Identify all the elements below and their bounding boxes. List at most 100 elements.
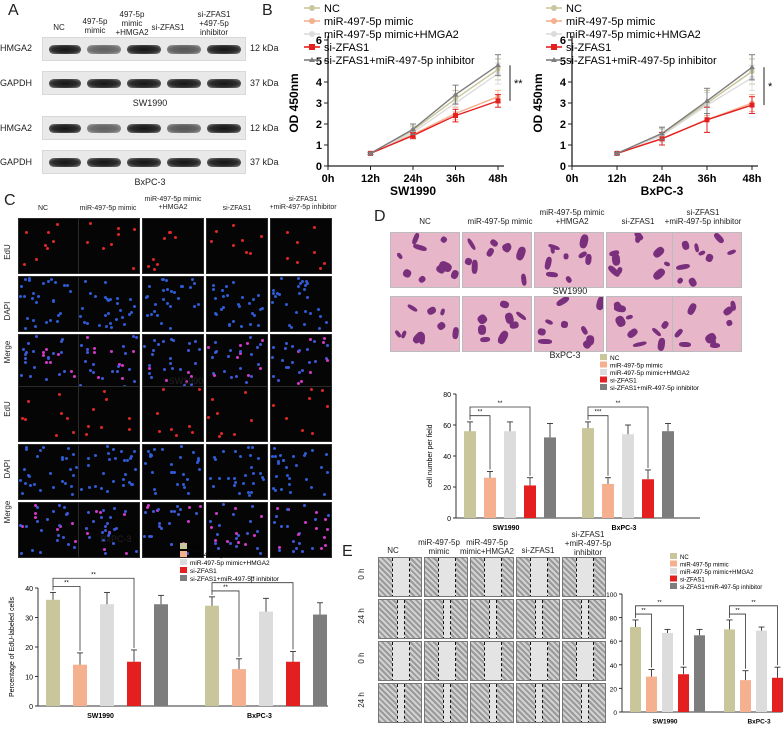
wh-col-label: si-ZFAS1	[521, 546, 555, 555]
migrated-cell	[537, 338, 552, 344]
microscopy-image	[270, 444, 332, 500]
cell-nucleus	[302, 287, 306, 291]
cell-nucleus	[60, 411, 64, 415]
migrated-cell	[673, 328, 684, 339]
cell-nucleus	[26, 316, 29, 320]
cell-nucleus	[323, 543, 327, 547]
microscopy-image	[206, 334, 268, 390]
cell-nucleus	[309, 371, 313, 375]
cell-nucleus	[214, 349, 218, 353]
cell-nucleus	[31, 318, 35, 322]
cell-nucleus	[180, 285, 184, 289]
cell-nucleus	[305, 280, 309, 284]
transwell-image	[390, 296, 460, 352]
legend-swatch	[670, 568, 677, 574]
cell-nucleus	[272, 521, 276, 525]
cell-nucleus	[187, 348, 190, 352]
cell-nucleus	[187, 370, 191, 374]
cell-nucleus	[112, 480, 116, 484]
cell-nucleus	[284, 342, 288, 346]
significance-label: **	[498, 401, 503, 407]
cell-nucleus	[198, 468, 202, 472]
cell-nucleus	[187, 520, 191, 524]
cell-nucleus	[109, 322, 113, 326]
edu-bar-chart: 0 10 20 30 40 Percentage of EdU-labeled cells…	[9, 543, 328, 720]
y-tick-label: 2	[316, 119, 322, 131]
cell-nucleus	[274, 488, 278, 492]
cell-nucleus	[255, 345, 259, 349]
cell-nucleus	[162, 387, 166, 391]
cell-nucleus	[86, 335, 90, 339]
cell-nucleus	[308, 337, 312, 341]
legend-marker	[309, 5, 315, 11]
migrated-cell	[687, 277, 699, 287]
cell-nucleus	[253, 534, 257, 538]
legend-swatch	[600, 384, 607, 390]
cell-nucleus	[128, 313, 132, 317]
cell-nucleus	[279, 453, 283, 457]
cell-nucleus	[50, 278, 54, 282]
cell-nucleus	[235, 544, 239, 548]
cell-nucleus	[160, 448, 164, 452]
cell-nucleus	[274, 515, 278, 519]
cell-nucleus	[220, 432, 224, 436]
tw-col-label: NC	[419, 217, 431, 226]
migrated-cell	[514, 245, 528, 262]
legend-label: miR-497-5p mimic+HMGA2	[610, 370, 690, 377]
cell-nucleus	[258, 343, 262, 347]
edu-row-label: DAPI	[3, 459, 12, 479]
cell-nucleus	[86, 351, 90, 355]
cell-nucleus	[211, 287, 215, 291]
legend-label: miR-497-5p mimic+HMGA2	[566, 29, 701, 41]
cell-nucleus	[232, 476, 236, 480]
cell-nucleus	[244, 381, 248, 385]
cell-nucleus	[168, 304, 172, 308]
microscopy-image	[270, 276, 332, 332]
cell-nucleus	[160, 322, 164, 326]
cell-nucleus	[150, 454, 154, 458]
cell-nucleus	[285, 365, 289, 369]
cell-nucleus	[208, 520, 212, 524]
legend-label: si-ZFAS1+miR-497-5p inhibitor	[680, 585, 762, 591]
cell-nucleus	[148, 364, 152, 368]
data-point	[749, 102, 755, 108]
cell-nucleus	[28, 483, 32, 487]
cell-nucleus	[124, 509, 128, 513]
wh-row-label: 24 h	[357, 692, 366, 708]
wb-blot-hmga2-bxpc3	[42, 116, 246, 140]
cell-nucleus	[175, 504, 179, 508]
cell-nucleus	[190, 431, 194, 435]
cell-nucleus	[162, 288, 166, 292]
cell-nucleus	[34, 301, 38, 305]
cell-nucleus	[272, 486, 276, 490]
microscopy-image	[18, 386, 80, 442]
cell-nucleus	[74, 540, 78, 544]
cell-nucleus	[55, 222, 59, 226]
cell-nucleus	[59, 340, 63, 344]
cell-nucleus	[176, 296, 180, 300]
cell-nucleus	[172, 470, 176, 474]
cell-nucleus	[243, 390, 247, 394]
cell-nucleus	[313, 339, 317, 343]
bar	[313, 614, 327, 706]
cell-nucleus	[310, 485, 314, 489]
cell-nucleus	[51, 510, 55, 514]
y-tick-label: 60	[443, 423, 451, 430]
cell-nucleus	[194, 339, 198, 343]
wound-image	[516, 683, 560, 723]
wound-gap	[438, 642, 456, 680]
cell-nucleus	[133, 304, 137, 308]
wh-col-label: si-ZFAS1 +miR-497-5p inhibitor	[564, 530, 612, 557]
wound-image	[424, 557, 468, 597]
cell-nucleus	[239, 325, 243, 329]
cell-nucleus	[34, 515, 38, 519]
y-tick-label: 0	[29, 704, 33, 711]
cell-nucleus	[99, 511, 103, 515]
cell-nucleus	[153, 487, 157, 491]
cell-nucleus	[241, 296, 245, 300]
significance-bracket	[469, 406, 531, 476]
legend-label: si-ZFAS1+miR-497-5p inhibitor	[324, 55, 475, 67]
cell-nucleus	[84, 433, 88, 437]
cell-nucleus	[49, 318, 53, 322]
migrated-cell	[584, 253, 593, 265]
